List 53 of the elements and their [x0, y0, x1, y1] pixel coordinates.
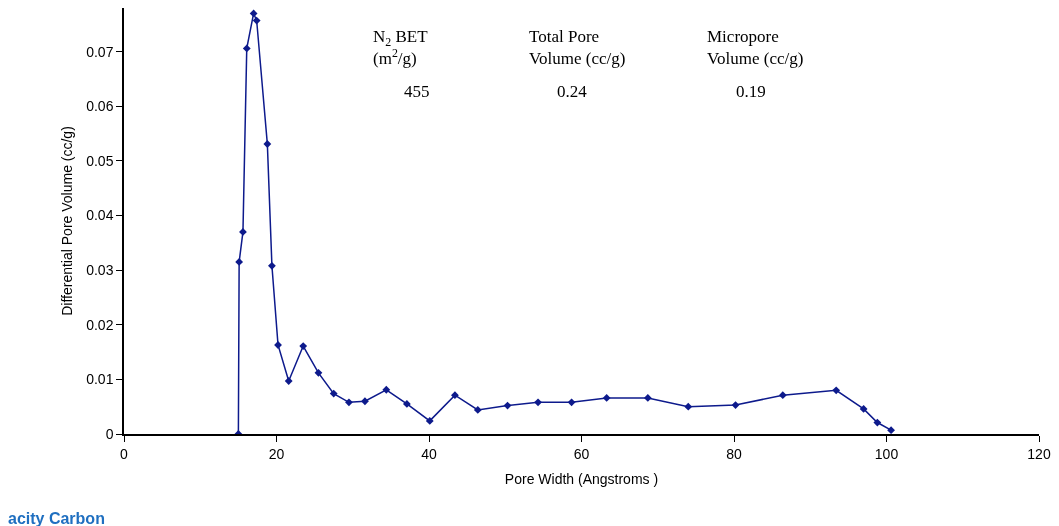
y-tick-label: 0.04	[86, 207, 114, 224]
annotation: 455	[404, 82, 430, 101]
point	[684, 402, 693, 411]
point	[235, 258, 244, 266]
point	[473, 406, 482, 414]
y-tick-label: 0.02	[86, 316, 114, 333]
x-axis-title: Pore Width (Angstroms )	[504, 471, 659, 488]
x-tick-label: 40	[421, 445, 437, 462]
point	[731, 401, 740, 409]
point	[263, 140, 272, 148]
point	[859, 404, 868, 413]
y-axis-title: Differential Pore Volume (cc/g)	[59, 126, 76, 316]
x-tick-label: 60	[573, 445, 590, 462]
y-tick-label: 0.03	[86, 262, 114, 279]
annotation: 0.24	[557, 82, 588, 101]
point	[534, 398, 542, 407]
point	[602, 394, 611, 402]
point	[382, 385, 391, 394]
annotation: Micropore Volume (cc/g)	[707, 27, 804, 69]
point	[252, 16, 261, 25]
point	[345, 398, 353, 407]
point	[299, 342, 308, 350]
x-tick-label: 100	[874, 445, 899, 462]
y-tick-label: 0.07	[86, 43, 114, 60]
point	[242, 44, 251, 53]
annotation: 0.19	[736, 82, 766, 101]
point	[284, 377, 293, 385]
point	[873, 418, 882, 427]
x-tick-label: 80	[726, 445, 742, 462]
y-tick-label: 0.06	[86, 98, 114, 115]
annotation: N$_{2}$ BET (m$^{2}$/g)	[373, 27, 429, 69]
annotation: Total Pore Volume (cc/g)	[529, 27, 626, 69]
point	[314, 368, 323, 377]
x-tick-label: 0	[120, 445, 129, 462]
point	[425, 416, 434, 425]
point	[268, 261, 276, 270]
point	[832, 386, 841, 395]
point	[778, 391, 787, 400]
point	[451, 391, 459, 400]
y-tick-label: 0.01	[86, 371, 114, 388]
x-tick-label: 120	[1027, 445, 1051, 462]
point	[402, 400, 411, 408]
point	[239, 228, 247, 236]
point	[329, 389, 338, 398]
point	[249, 9, 258, 18]
x-tick-label: 20	[268, 445, 285, 462]
point	[503, 401, 512, 410]
point	[887, 426, 895, 434]
point	[361, 397, 369, 406]
point	[643, 394, 652, 402]
y-tick-label: 0	[105, 425, 114, 442]
y-tick-label: 0.05	[86, 152, 114, 169]
point	[567, 398, 576, 407]
